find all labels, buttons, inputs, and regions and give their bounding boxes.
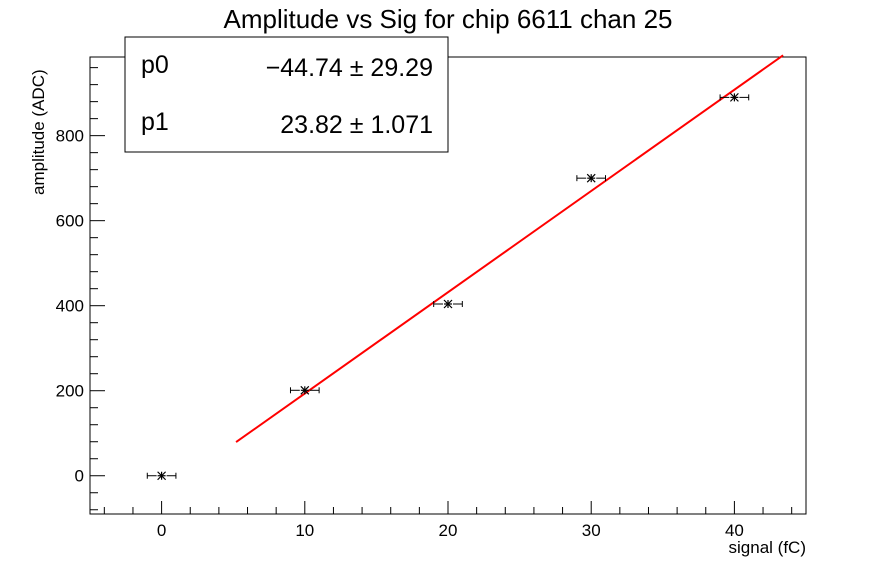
stats-box-frame <box>124 36 449 153</box>
stats-p1-name: p1 <box>141 108 169 136</box>
x-tick-label: 40 <box>725 521 744 540</box>
fit-line <box>235 54 784 443</box>
stats-p1-value: 23.82 ± 1.071 <box>280 111 433 139</box>
data-point <box>433 299 463 309</box>
y-tick-label: 0 <box>75 467 84 486</box>
x-axis-ticks <box>103 501 793 514</box>
x-tick-label: 30 <box>582 521 601 540</box>
data-point <box>576 173 607 183</box>
chart-title: Amplitude vs Sig for chip 6611 chan 25 <box>223 4 672 34</box>
stats-box: p0 −44.74 ± 29.29 p1 23.82 ± 1.071 <box>124 36 449 153</box>
stats-p0-value: −44.74 ± 29.29 <box>266 54 433 82</box>
y-tick-label: 800 <box>56 127 84 146</box>
x-axis-label: signal (fC) <box>729 538 806 557</box>
x-tick-label: 0 <box>157 521 166 540</box>
y-axis-tick-labels: 0 200 400 600 800 <box>56 127 84 486</box>
y-tick-label: 600 <box>56 212 84 231</box>
y-tick-label: 200 <box>56 382 84 401</box>
y-axis-ticks <box>90 67 105 511</box>
stats-p0-name: p0 <box>141 51 169 79</box>
data-point <box>719 92 750 102</box>
data-point <box>146 471 177 481</box>
data-point <box>289 385 320 395</box>
x-tick-label: 20 <box>439 521 458 540</box>
y-tick-label: 400 <box>56 297 84 316</box>
y-axis-label: amplitude (ADC) <box>29 69 48 195</box>
data-points <box>146 92 750 481</box>
x-tick-label: 10 <box>295 521 314 540</box>
x-axis-tick-labels: 0 10 20 30 40 <box>157 521 744 540</box>
